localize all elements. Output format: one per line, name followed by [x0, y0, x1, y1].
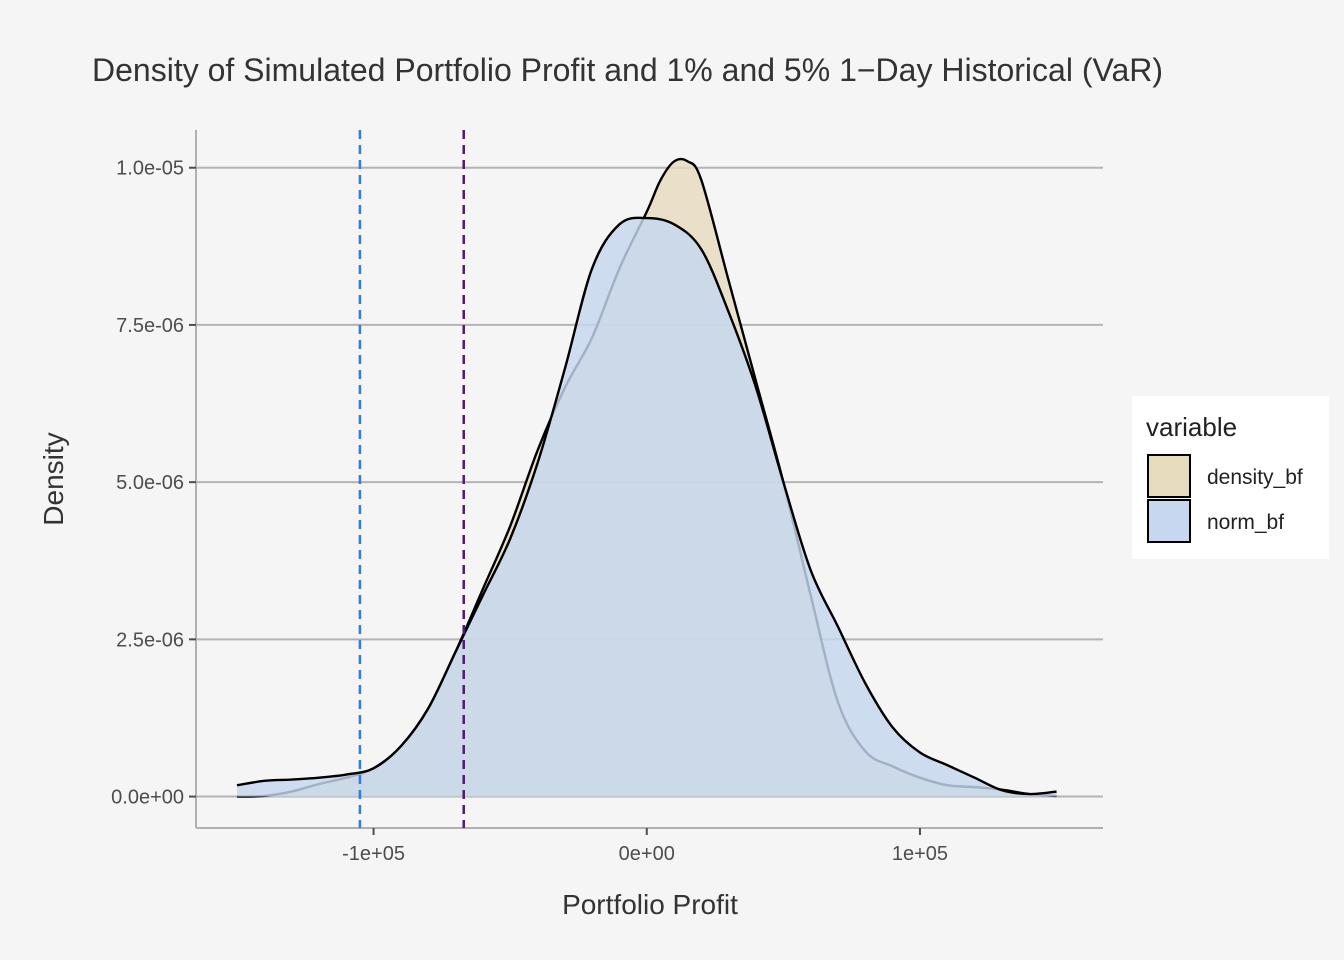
y-tick-label: 0.0e+00 — [111, 787, 184, 809]
legend: variable density_bf norm_bf — [1132, 396, 1329, 559]
legend-swatch-density_bf — [1147, 454, 1191, 498]
legend-swatch-norm_bf — [1147, 499, 1191, 543]
line-norm_bf — [236, 216, 1057, 796]
area-norm_bf — [236, 217, 1057, 797]
y-tick-label: 1.0e-05 — [116, 158, 184, 180]
density-areas — [236, 157, 1057, 798]
x-tick-label: 0e+00 — [619, 843, 675, 865]
legend-items: density_bf norm_bf — [1147, 454, 1303, 543]
x-tick-label: 1e+05 — [892, 843, 948, 865]
x-axis-title: Portfolio Profit — [562, 889, 738, 920]
legend-label-norm_bf: norm_bf — [1207, 511, 1284, 534]
x-tick-label: -1e+05 — [342, 843, 405, 865]
x-axis-ticks: -1e+05 0e+00 1e+05 — [342, 828, 948, 865]
y-axis-title: Density — [38, 432, 69, 525]
y-axis-ticks: 0.0e+00 2.5e-06 5.0e-06 7.5e-06 1.0e-05 — [111, 158, 196, 809]
legend-label-density_bf: density_bf — [1207, 466, 1303, 489]
y-tick-label: 7.5e-06 — [116, 315, 184, 337]
var-lines — [358, 130, 465, 828]
y-tick-label: 5.0e-06 — [116, 472, 184, 494]
legend-title: variable — [1146, 412, 1237, 442]
y-tick-label: 2.5e-06 — [116, 629, 184, 651]
chart-title: Density of Simulated Portfolio Profit an… — [92, 52, 1163, 88]
